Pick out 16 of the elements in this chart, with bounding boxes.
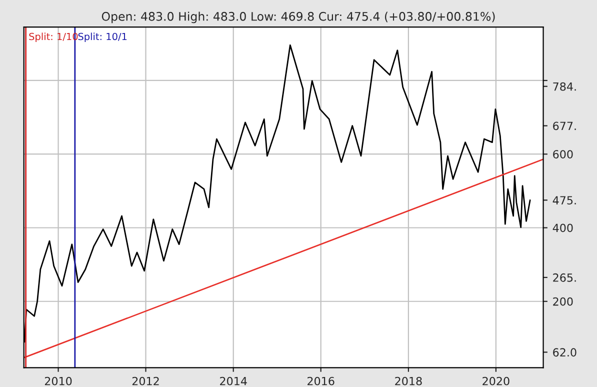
x-tick-label: 2010 xyxy=(44,376,72,386)
x-tick-label: 2018 xyxy=(395,376,422,386)
y-tick-label: 265. xyxy=(553,273,576,282)
y-tick-label: 400 xyxy=(552,224,573,232)
ref-line-label: Split: 10/1 xyxy=(78,32,127,42)
y-tick-label: 677. xyxy=(553,122,576,130)
x-tick-label: 2012 xyxy=(132,376,159,386)
y-tick-label: 600 xyxy=(553,150,573,158)
y-tick-label: 62.0 xyxy=(553,348,576,357)
x-tick-label: 2016 xyxy=(308,376,334,386)
y-tick-label: 784. xyxy=(553,82,576,91)
chart-title: Open: 483.0 High: 483.0 Low: 469.8 Cur: 475.4 (+03.80/+00.81%) xyxy=(102,12,495,24)
y-tick-label: 200 xyxy=(553,297,573,306)
x-tick-label: 2020 xyxy=(482,376,510,386)
y-tick-label: 475. xyxy=(552,196,576,205)
x-tick-label: 2014 xyxy=(220,376,247,386)
